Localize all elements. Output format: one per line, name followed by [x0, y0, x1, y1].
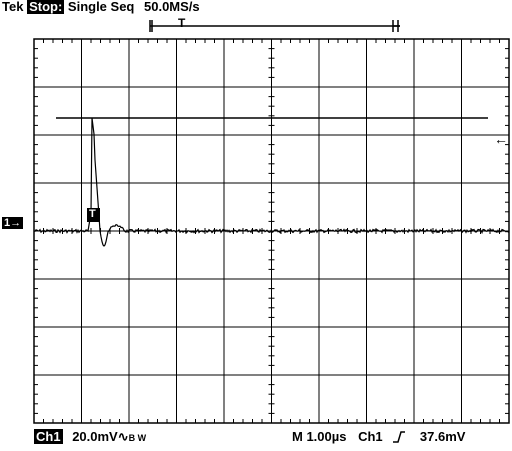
trigger-point-label: T: [89, 208, 96, 220]
timebase-value: M 1.00µs: [292, 429, 347, 444]
waveform-trace: [33, 117, 510, 247]
bandwidth-limit-label: B W: [128, 433, 147, 443]
brand-label: Tek: [2, 0, 24, 14]
status-bar: Tek Stop: Single Seq 50.0MS/s: [2, 0, 200, 14]
coupling-icon: ∿: [117, 429, 129, 444]
record-position-bar: [149, 20, 400, 32]
channel-badge: Ch1: [34, 429, 63, 444]
trigger-position-marker: T: [178, 16, 186, 30]
trigger-level-arrow-icon: ←: [494, 131, 508, 147]
trigger-source: Ch1: [358, 429, 383, 444]
channel-1-ground-marker: 1→: [2, 217, 24, 229]
channel-readout: Ch1 20.0mV∿B W: [34, 429, 146, 445]
acquisition-mode: Single Seq: [67, 0, 135, 14]
sample-rate: 50.0MS/s: [144, 0, 200, 14]
rising-edge-icon: [393, 431, 406, 443]
acquisition-state-badge: Stop:: [27, 0, 65, 14]
trigger-level: 37.6mV: [419, 429, 466, 444]
trigger-point-box: [87, 208, 100, 222]
timebase-readout: M 1.00µs Ch1 37.6mV: [292, 429, 465, 444]
volts-per-div: 20.0mV: [72, 429, 118, 444]
